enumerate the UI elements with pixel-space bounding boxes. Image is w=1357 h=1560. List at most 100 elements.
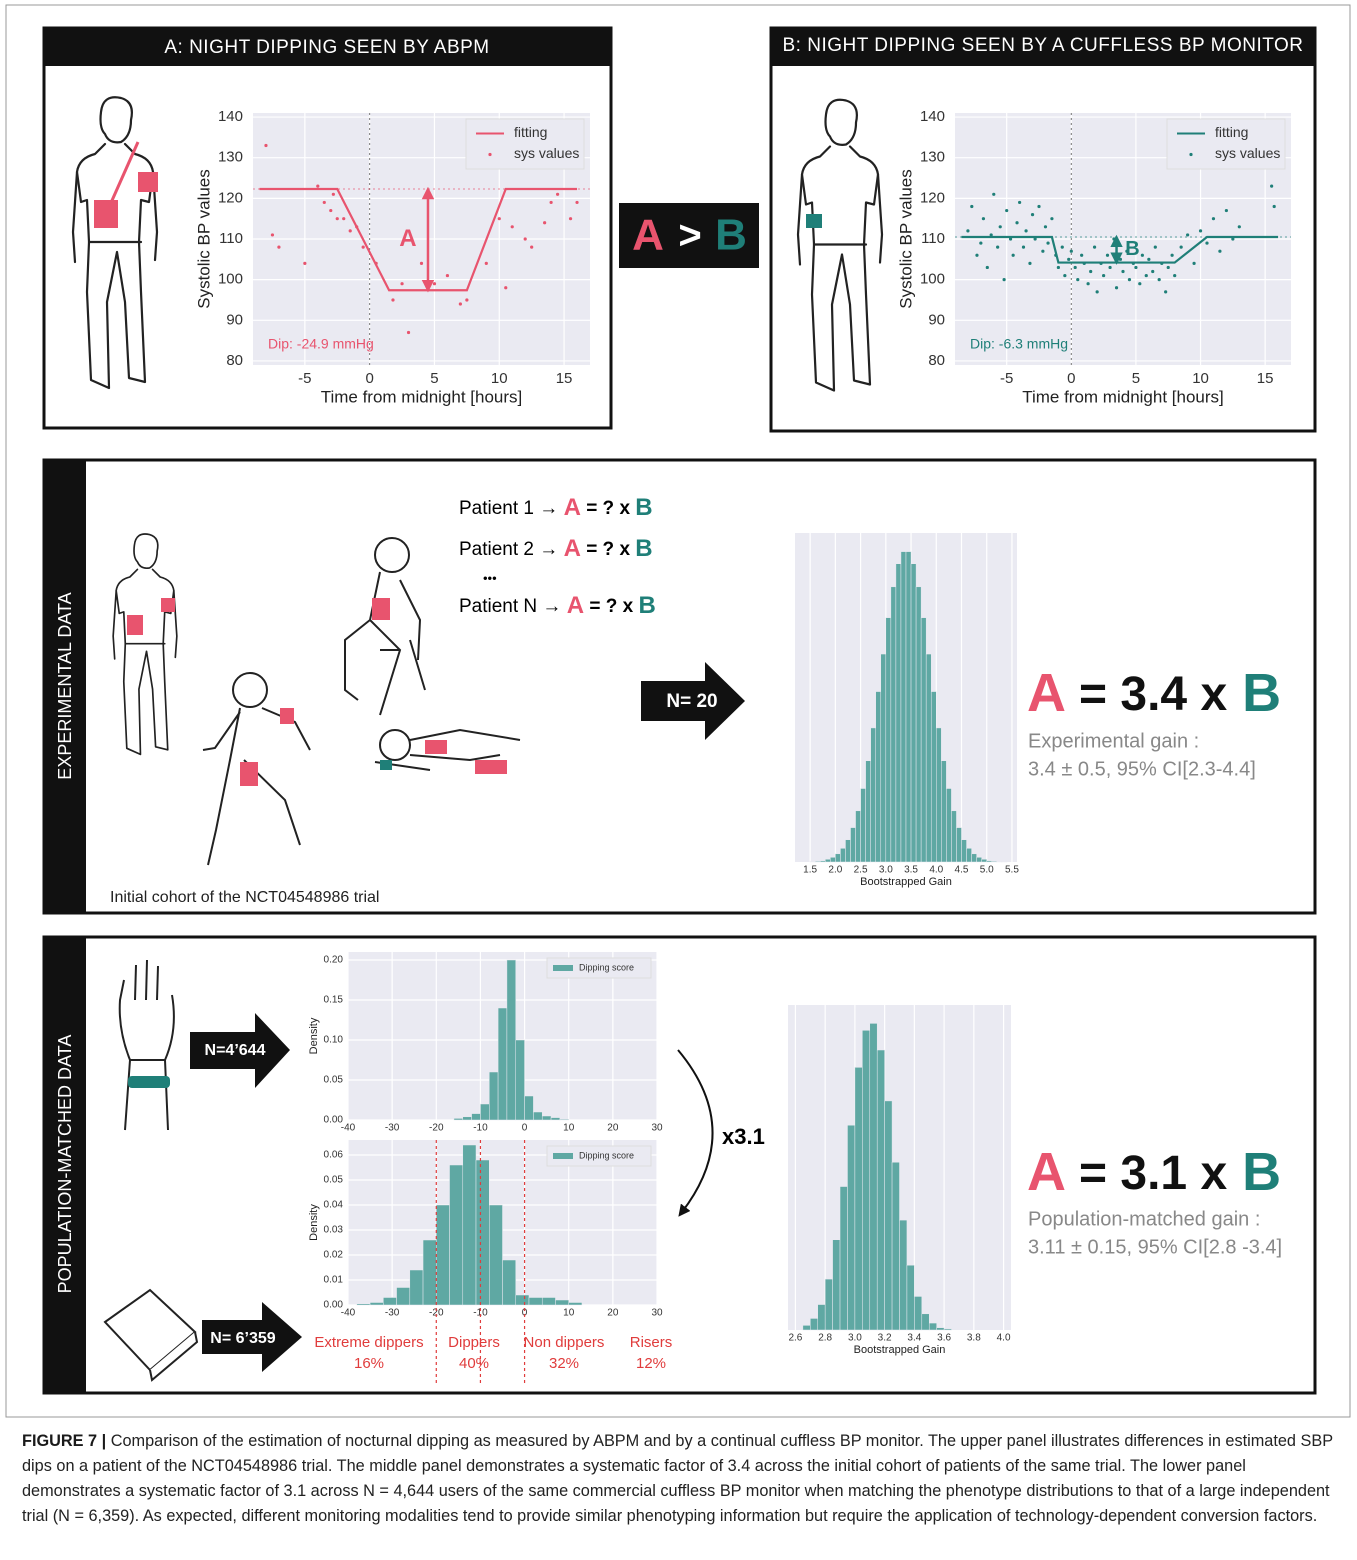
- x-tick-label: 15: [556, 370, 573, 387]
- histogram-bar: [462, 1144, 477, 1306]
- y-tick-label: 130: [218, 149, 243, 166]
- y-tick-label: 0.05: [324, 1075, 344, 1086]
- conversion-arrow: [677, 1049, 714, 1217]
- histogram-bar: [436, 1204, 450, 1306]
- wrist-monitor: [128, 1076, 170, 1088]
- histogram-bar: [830, 857, 836, 863]
- arrow-label: N= 6’359: [210, 1330, 275, 1347]
- y-axis-label: Systolic BP values: [194, 169, 213, 309]
- comparison-b: B: [715, 211, 747, 260]
- scatter-point: [1186, 233, 1190, 237]
- scatter-point: [1237, 225, 1241, 229]
- legend-box: [546, 957, 652, 979]
- figure: A: NIGHT DIPPING SEEN BY ABPM A > B B: N…: [5, 4, 1351, 1418]
- y-tick-label: 90: [226, 311, 243, 328]
- scatter-point: [419, 261, 424, 265]
- scatter-point: [530, 245, 534, 249]
- equation-a: A: [564, 535, 581, 562]
- scatter-point: [979, 241, 983, 245]
- scatter-point: [303, 261, 307, 265]
- histogram-bar: [839, 1186, 848, 1331]
- scatter-point: [445, 273, 450, 278]
- book-drawing: [103, 1288, 199, 1382]
- histogram-bar: [810, 1318, 818, 1331]
- scatter-point: [975, 253, 979, 257]
- x-tick-label: 15: [1257, 370, 1274, 387]
- equation-b: B: [635, 535, 652, 562]
- scatter-point: [406, 330, 411, 335]
- legend-swatch: [1189, 152, 1193, 157]
- x-tick-label: 3.4: [907, 1333, 921, 1344]
- scatter-point: [1192, 261, 1196, 265]
- histogram-bar: [865, 760, 871, 863]
- arrow-shape: [190, 1013, 290, 1088]
- chart: 1.5 2.0 2.5 3.0 3.5 4.0 4.5 5.0 5.5 Bootstrapped …: [795, 533, 1019, 888]
- dip-annotation: Dip: -24.9 mmHg: [268, 336, 374, 352]
- legend-label: Dipping score: [579, 962, 634, 972]
- y-tick-label: 0.00: [324, 1300, 344, 1311]
- scatter-point: [331, 192, 335, 196]
- scatter-point: [989, 233, 993, 237]
- hand-drawing: [118, 959, 175, 1131]
- x-tick-label: 0: [522, 1308, 528, 1319]
- scatter-point: [1080, 253, 1084, 257]
- histogram-bar: [971, 853, 977, 863]
- patient-row: Patient 1 → A = ? x B: [459, 494, 653, 521]
- histogram-bar: [956, 827, 962, 863]
- scatter-point: [1272, 204, 1276, 209]
- scatter-point: [1054, 253, 1058, 257]
- y-tick-label: 130: [920, 149, 945, 166]
- x-tick-label: 2.5: [854, 865, 868, 876]
- x-tick-label: 10: [1192, 370, 1209, 387]
- histogram-bar: [480, 1103, 490, 1121]
- x-tick-label: 30: [651, 1123, 663, 1134]
- x-tick-label: 10: [563, 1123, 575, 1134]
- x-tick-label: -40: [341, 1123, 356, 1134]
- scatter-point: [1067, 257, 1071, 261]
- scatter-point: [1050, 217, 1054, 221]
- histogram-bar: [825, 859, 831, 863]
- result-a: A: [1027, 1142, 1065, 1202]
- scatter-point: [1011, 253, 1015, 257]
- scatter-point: [277, 245, 281, 249]
- histogram-bar: [905, 551, 912, 863]
- legend-label: sys values: [1215, 145, 1280, 161]
- scatter-point: [981, 217, 986, 221]
- population-sidebar: [44, 937, 86, 1393]
- histogram-bar: [449, 1164, 464, 1306]
- scatter-point: [1056, 265, 1060, 270]
- panel-b-header: [771, 28, 1315, 66]
- legend-label: sys values: [514, 145, 579, 161]
- scatter-point: [1037, 204, 1041, 209]
- y-axis-label: Systolic BP values: [896, 169, 915, 309]
- y-tick-label: 80: [226, 352, 243, 369]
- x-tick-label: 5: [430, 370, 438, 387]
- patient-row: Patient 2 → A = ? x B: [459, 535, 653, 562]
- histogram-bar: [991, 860, 998, 863]
- legend-box: [546, 1145, 652, 1167]
- equation-op: = ? x: [586, 498, 630, 519]
- x-tick-label: -5: [298, 370, 311, 387]
- histogram-bar: [462, 1116, 472, 1121]
- result-a: A: [1027, 663, 1065, 723]
- scatter-point: [465, 298, 469, 302]
- histogram-bar: [906, 1264, 915, 1331]
- legend-swatch: [553, 965, 573, 971]
- legend-label: fitting: [514, 124, 547, 140]
- histogram-bar: [471, 1113, 481, 1121]
- caption: FIGURE 7 | Comparison of the estimation …: [22, 1429, 1340, 1529]
- histogram-bar: [824, 1278, 833, 1331]
- histogram-bar: [814, 860, 821, 863]
- x-tick-label: 20: [607, 1308, 619, 1319]
- chart: -5 0 5 10 15 80 90 100 110 120 130 140 Time from mid…: [194, 108, 590, 406]
- abpm-device: [127, 615, 143, 635]
- scatter-point: [497, 217, 501, 221]
- histogram-bar: [369, 1302, 384, 1306]
- histogram-bar: [951, 810, 957, 863]
- scatter-point: [1160, 261, 1164, 265]
- y-tick-label: 0.06: [324, 1150, 344, 1161]
- histogram-bar: [914, 1296, 923, 1331]
- histogram-bar: [489, 1071, 499, 1121]
- histogram-bar: [559, 1118, 569, 1121]
- histogram-bar: [930, 691, 937, 863]
